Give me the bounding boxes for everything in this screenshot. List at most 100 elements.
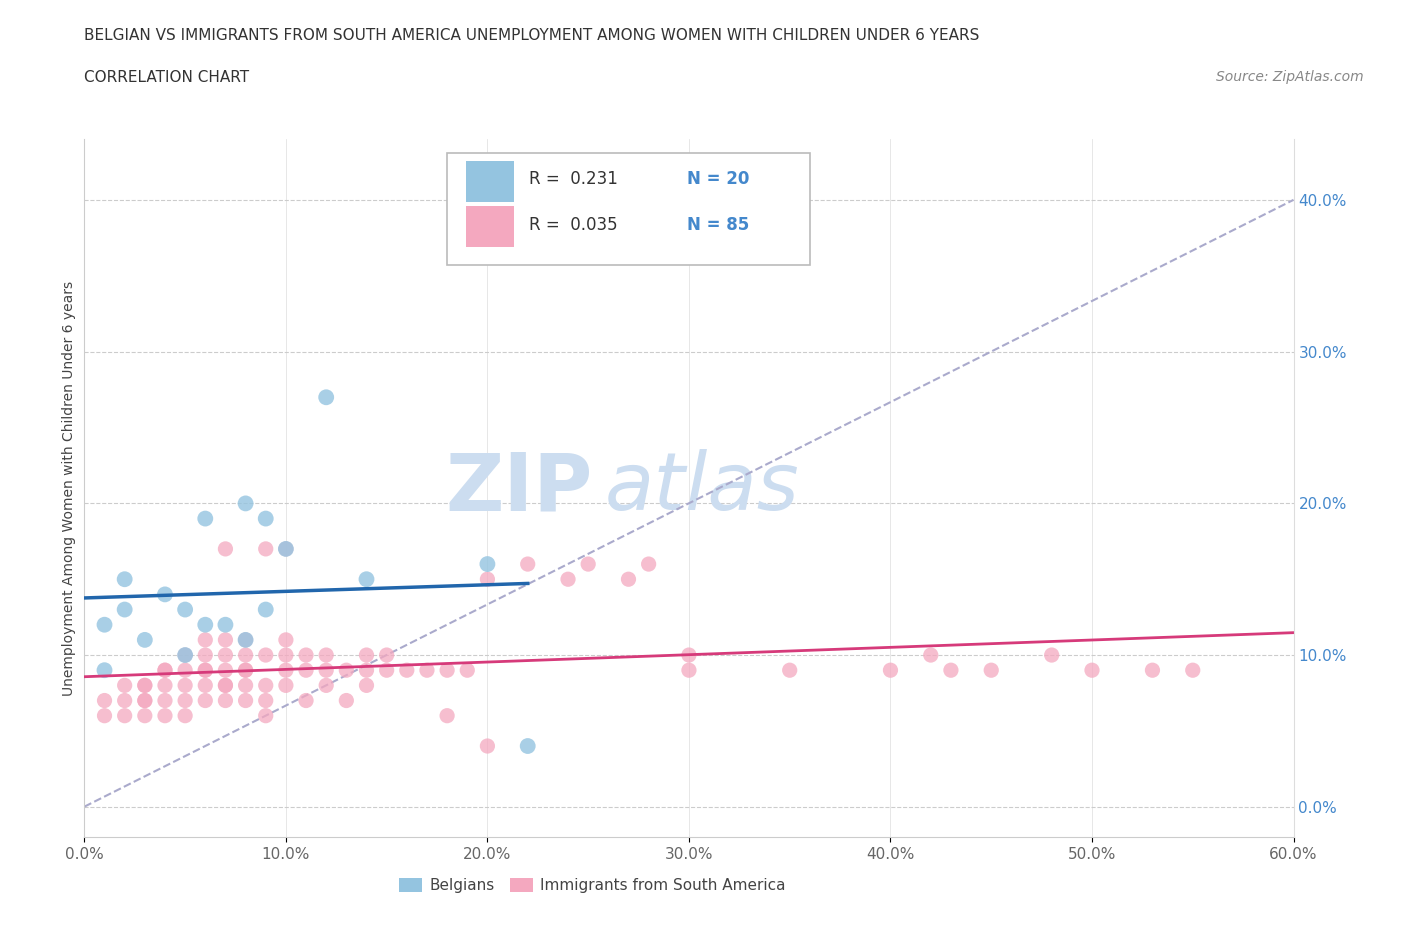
Point: [315, 678, 337, 693]
Point: [174, 709, 197, 724]
Point: [315, 647, 337, 662]
Point: [134, 693, 156, 708]
Text: ZIP: ZIP: [444, 449, 592, 527]
Point: [254, 541, 277, 556]
Point: [254, 512, 277, 526]
Point: [214, 632, 236, 647]
Point: [939, 663, 962, 678]
Point: [254, 693, 277, 708]
Point: [436, 709, 458, 724]
Point: [174, 647, 197, 662]
Point: [274, 647, 297, 662]
Point: [194, 647, 217, 662]
FancyBboxPatch shape: [467, 161, 513, 202]
Point: [920, 647, 942, 662]
Point: [235, 693, 257, 708]
Point: [356, 647, 378, 662]
Text: BELGIAN VS IMMIGRANTS FROM SOUTH AMERICA UNEMPLOYMENT AMONG WOMEN WITH CHILDREN : BELGIAN VS IMMIGRANTS FROM SOUTH AMERICA…: [84, 28, 980, 43]
Text: Source: ZipAtlas.com: Source: ZipAtlas.com: [1216, 70, 1364, 84]
Point: [114, 602, 136, 617]
Point: [194, 632, 217, 647]
Point: [134, 632, 156, 647]
Point: [335, 663, 357, 678]
Point: [477, 572, 499, 587]
Point: [194, 663, 217, 678]
Point: [153, 663, 176, 678]
Point: [254, 678, 277, 693]
Text: CORRELATION CHART: CORRELATION CHART: [84, 70, 249, 85]
Point: [174, 602, 197, 617]
Point: [274, 678, 297, 693]
Point: [194, 693, 217, 708]
Point: [980, 663, 1002, 678]
Point: [1081, 663, 1104, 678]
Point: [315, 663, 337, 678]
Point: [214, 647, 236, 662]
FancyBboxPatch shape: [447, 153, 810, 265]
Point: [356, 678, 378, 693]
Point: [557, 572, 579, 587]
Point: [295, 693, 318, 708]
Text: N = 85: N = 85: [686, 216, 749, 233]
Point: [254, 602, 277, 617]
Point: [235, 632, 257, 647]
Point: [274, 541, 297, 556]
Y-axis label: Unemployment Among Women with Children Under 6 years: Unemployment Among Women with Children U…: [62, 281, 76, 696]
Point: [617, 572, 640, 587]
Point: [637, 557, 659, 572]
Text: atlas: atlas: [605, 449, 799, 527]
Point: [335, 693, 357, 708]
Point: [93, 663, 115, 678]
Point: [235, 678, 257, 693]
Point: [356, 663, 378, 678]
Point: [153, 693, 176, 708]
Point: [678, 647, 700, 662]
Legend: Belgians, Immigrants from South America: Belgians, Immigrants from South America: [392, 871, 792, 899]
Point: [93, 693, 115, 708]
Point: [174, 693, 197, 708]
Point: [93, 709, 115, 724]
Point: [1181, 663, 1204, 678]
Point: [134, 693, 156, 708]
Point: [214, 618, 236, 632]
Point: [153, 587, 176, 602]
Point: [1040, 647, 1063, 662]
Text: R =  0.231: R = 0.231: [529, 170, 619, 189]
Text: N = 20: N = 20: [686, 170, 749, 189]
Point: [576, 557, 599, 572]
Point: [254, 647, 277, 662]
Point: [194, 663, 217, 678]
Point: [235, 496, 257, 511]
Point: [375, 647, 398, 662]
Point: [134, 678, 156, 693]
Point: [395, 663, 418, 678]
Point: [174, 678, 197, 693]
Point: [153, 663, 176, 678]
Point: [879, 663, 901, 678]
Point: [274, 541, 297, 556]
Text: R =  0.035: R = 0.035: [529, 216, 619, 233]
Point: [134, 678, 156, 693]
Point: [1142, 663, 1164, 678]
Point: [235, 663, 257, 678]
Point: [194, 618, 217, 632]
Point: [114, 693, 136, 708]
Point: [356, 572, 378, 587]
Point: [214, 678, 236, 693]
Point: [93, 618, 115, 632]
Point: [295, 663, 318, 678]
Point: [114, 709, 136, 724]
Point: [375, 663, 398, 678]
Point: [477, 738, 499, 753]
Point: [134, 709, 156, 724]
Point: [214, 678, 236, 693]
Point: [274, 632, 297, 647]
Point: [516, 557, 538, 572]
Point: [214, 693, 236, 708]
Point: [516, 738, 538, 753]
Point: [194, 512, 217, 526]
Point: [153, 678, 176, 693]
Point: [235, 647, 257, 662]
Point: [254, 709, 277, 724]
Point: [114, 678, 136, 693]
